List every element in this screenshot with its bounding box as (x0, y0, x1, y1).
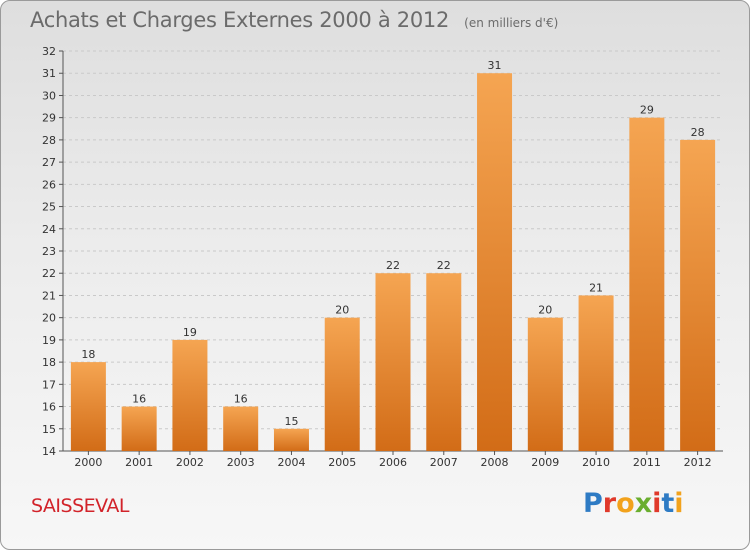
bar-value-label: 20 (335, 304, 349, 317)
bar-value-label: 20 (538, 304, 552, 317)
x-tick-label: 2001 (125, 456, 153, 469)
y-tick-label: 15 (42, 423, 56, 436)
logo-letter: t (661, 488, 675, 519)
y-tick-label: 17 (42, 378, 56, 391)
bar-value-label: 16 (132, 393, 146, 406)
bar-2009 (527, 317, 563, 451)
bar-value-label: 22 (386, 259, 400, 272)
bar-2012 (680, 139, 716, 451)
bar-value-label: 19 (183, 326, 197, 339)
bar-2007 (426, 273, 462, 451)
bar-2010 (578, 295, 614, 451)
bar-value-label: 18 (81, 348, 95, 361)
bar-2008 (477, 73, 513, 451)
bar-value-label: 15 (284, 415, 298, 428)
bar-value-label: 29 (640, 104, 654, 117)
bar-2011 (629, 117, 665, 452)
bar-value-label: 21 (589, 281, 603, 294)
y-tick-label: 31 (42, 67, 56, 80)
bar-2002 (172, 339, 208, 451)
y-tick-label: 32 (42, 45, 56, 58)
x-tick-label: 2009 (531, 456, 559, 469)
bar-2000 (70, 362, 106, 451)
bar-2003 (223, 406, 259, 451)
bar-2006 (375, 273, 411, 451)
bar-value-label: 31 (488, 59, 502, 72)
y-tick-label: 25 (42, 201, 56, 214)
y-tick-label: 20 (42, 312, 56, 325)
chart-title-row: Achats et Charges Externes 2000 à 2012 (… (30, 8, 558, 32)
x-axis-ticks: 2000 2001 2002 2003 2004 2005 2006 2007 2008 2009… (74, 451, 712, 469)
x-tick-label: 2004 (277, 456, 305, 469)
x-tick-label: 2008 (481, 456, 509, 469)
bar-value-label: 22 (437, 259, 451, 272)
bar-2005 (324, 317, 360, 451)
logo-letter: x (634, 488, 653, 519)
x-tick-label: 2007 (430, 456, 458, 469)
logo-letter: i (674, 488, 684, 519)
y-tick-label: 23 (42, 245, 56, 258)
bar-value-label: 28 (691, 126, 705, 139)
bars (70, 73, 716, 452)
proxiti-logo[interactable]: Proxiti (583, 488, 684, 519)
x-tick-label: 2003 (227, 456, 255, 469)
y-tick-label: 27 (42, 156, 56, 169)
y-tick-label: 14 (42, 445, 56, 458)
x-tick-label: 2006 (379, 456, 407, 469)
y-tick-label: 22 (42, 267, 56, 280)
y-tick-label: 28 (42, 134, 56, 147)
bar-value-labels: 18 16 19 16 15 20 22 22 31 20 21 29 28 (81, 59, 704, 428)
bar-2001 (121, 406, 157, 451)
x-tick-label: 2005 (328, 456, 356, 469)
y-tick-label: 21 (42, 289, 56, 302)
logo-letter: o (616, 488, 635, 519)
y-tick-label: 24 (42, 223, 56, 236)
chart-title: Achats et Charges Externes 2000 à 2012 (30, 8, 450, 32)
y-tick-label: 30 (42, 89, 56, 102)
y-tick-label: 19 (42, 334, 56, 347)
bar-2004 (273, 428, 309, 451)
chart-subtitle: (en milliers d'€) (464, 16, 559, 30)
logo-letter: P (583, 488, 603, 519)
x-tick-label: 2010 (582, 456, 610, 469)
logo-letter: r (602, 488, 617, 519)
x-tick-label: 2012 (684, 456, 712, 469)
x-tick-label: 2011 (633, 456, 661, 469)
commune-name: SAISSEVAL (31, 495, 130, 517)
x-tick-label: 2002 (176, 456, 204, 469)
y-tick-label: 26 (42, 178, 56, 191)
x-tick-label: 2000 (74, 456, 102, 469)
bar-value-label: 16 (234, 393, 248, 406)
y-tick-label: 16 (42, 401, 56, 414)
y-tick-label: 18 (42, 356, 56, 369)
y-tick-label: 29 (42, 112, 56, 125)
logo-letter: i (652, 488, 662, 519)
y-axis-ticks: 14 15 16 17 18 19 20 21 22 23 24 25 26 27 28 29 30 31 32 (42, 45, 63, 458)
